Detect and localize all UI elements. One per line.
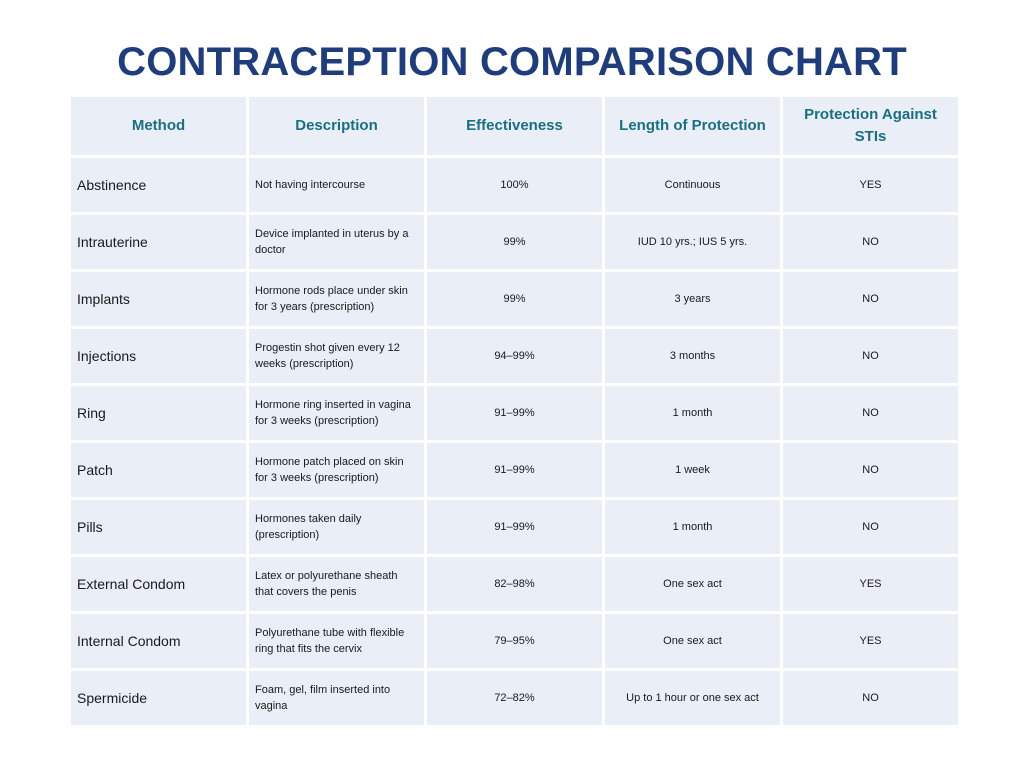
- description-cell: Latex or polyurethane sheath that covers…: [249, 557, 424, 611]
- length-cell: 1 month: [605, 386, 780, 440]
- table-header-row: Method Description Effectiveness Length …: [71, 97, 958, 155]
- length-cell: 3 months: [605, 329, 780, 383]
- description-cell: Polyurethane tube with flexible ring tha…: [249, 614, 424, 668]
- description-cell: Foam, gel, film inserted into vagina: [249, 671, 424, 725]
- sti-cell: NO: [783, 386, 958, 440]
- sti-cell: NO: [783, 215, 958, 269]
- header-effectiveness: Effectiveness: [427, 97, 602, 155]
- header-method: Method: [71, 97, 246, 155]
- sti-cell: YES: [783, 557, 958, 611]
- method-cell: Intrauterine: [71, 215, 246, 269]
- description-cell: Device implanted in uterus by a doctor: [249, 215, 424, 269]
- description-cell: Hormones taken daily (prescription): [249, 500, 424, 554]
- sti-cell: NO: [783, 500, 958, 554]
- effectiveness-cell: 94–99%: [427, 329, 602, 383]
- length-cell: Up to 1 hour or one sex act: [605, 671, 780, 725]
- length-cell: One sex act: [605, 614, 780, 668]
- sti-cell: YES: [783, 158, 958, 212]
- table-row: Internal Condom Polyurethane tube with f…: [71, 614, 958, 668]
- effectiveness-cell: 72–82%: [427, 671, 602, 725]
- length-cell: Continuous: [605, 158, 780, 212]
- table-row: Pills Hormones taken daily (prescription…: [71, 500, 958, 554]
- effectiveness-cell: 79–95%: [427, 614, 602, 668]
- effectiveness-cell: 91–99%: [427, 443, 602, 497]
- sti-cell: NO: [783, 272, 958, 326]
- length-cell: One sex act: [605, 557, 780, 611]
- table-row: Patch Hormone patch placed on skin for 3…: [71, 443, 958, 497]
- method-cell: Abstinence: [71, 158, 246, 212]
- length-cell: 1 month: [605, 500, 780, 554]
- effectiveness-cell: 82–98%: [427, 557, 602, 611]
- header-description: Description: [249, 97, 424, 155]
- length-cell: IUD 10 yrs.; IUS 5 yrs.: [605, 215, 780, 269]
- sti-cell: NO: [783, 443, 958, 497]
- effectiveness-cell: 99%: [427, 272, 602, 326]
- page-title: CONTRACEPTION COMPARISON CHART: [117, 40, 907, 84]
- description-cell: Hormone ring inserted in vagina for 3 we…: [249, 386, 424, 440]
- sti-cell: NO: [783, 671, 958, 725]
- method-cell: Patch: [71, 443, 246, 497]
- description-cell: Not having intercourse: [249, 158, 424, 212]
- length-cell: 3 years: [605, 272, 780, 326]
- sti-cell: YES: [783, 614, 958, 668]
- length-cell: 1 week: [605, 443, 780, 497]
- method-cell: Spermicide: [71, 671, 246, 725]
- description-cell: Hormone patch placed on skin for 3 weeks…: [249, 443, 424, 497]
- sti-cell: NO: [783, 329, 958, 383]
- method-cell: Internal Condom: [71, 614, 246, 668]
- table-row: Implants Hormone rods place under skin f…: [71, 272, 958, 326]
- header-protection-against-stis: Protection Against STIs: [783, 97, 958, 155]
- method-cell: Pills: [71, 500, 246, 554]
- table-row: Ring Hormone ring inserted in vagina for…: [71, 386, 958, 440]
- description-cell: Progestin shot given every 12 weeks (pre…: [249, 329, 424, 383]
- effectiveness-cell: 91–99%: [427, 500, 602, 554]
- table-row: Intrauterine Device implanted in uterus …: [71, 215, 958, 269]
- description-cell: Hormone rods place under skin for 3 year…: [249, 272, 424, 326]
- table-row: Injections Progestin shot given every 12…: [71, 329, 958, 383]
- effectiveness-cell: 91–99%: [427, 386, 602, 440]
- method-cell: Injections: [71, 329, 246, 383]
- table-row: External Condom Latex or polyurethane sh…: [71, 557, 958, 611]
- effectiveness-cell: 99%: [427, 215, 602, 269]
- method-cell: Implants: [71, 272, 246, 326]
- comparison-table: Method Description Effectiveness Length …: [68, 94, 961, 728]
- effectiveness-cell: 100%: [427, 158, 602, 212]
- table-row: Abstinence Not having intercourse 100% C…: [71, 158, 958, 212]
- method-cell: External Condom: [71, 557, 246, 611]
- header-length-of-protection: Length of Protection: [605, 97, 780, 155]
- method-cell: Ring: [71, 386, 246, 440]
- table-row: Spermicide Foam, gel, film inserted into…: [71, 671, 958, 725]
